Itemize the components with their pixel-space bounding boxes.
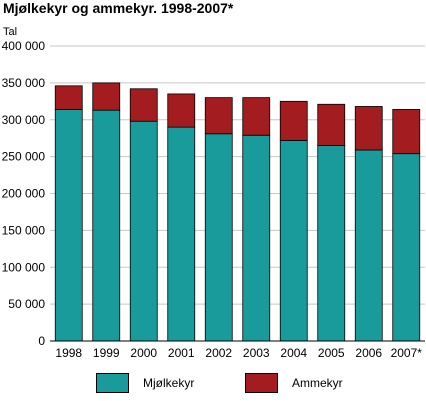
x-tick-label: 2003	[243, 346, 270, 360]
y-tick-label: 250 000	[2, 150, 46, 164]
bar-ammekyr	[92, 82, 121, 111]
bar-ammekyr	[129, 88, 158, 122]
x-tick-label: 2006	[355, 346, 382, 360]
chart-title: Mjølkekyr og ammekyr. 1998-2007*	[3, 0, 234, 16]
bar-mjolkekyr	[279, 139, 308, 342]
bar-ammekyr	[54, 85, 83, 110]
legend-swatch-mjolkekyr	[96, 373, 129, 393]
x-tick-label: 2002	[205, 346, 232, 360]
bar-mjolkekyr	[204, 133, 233, 342]
legend-label-mjolkekyr: Mjølkekyr	[143, 376, 195, 390]
y-tick-label: 50 000	[8, 297, 45, 311]
bar-mjolkekyr	[129, 120, 158, 342]
x-tick-label: 2004	[280, 346, 307, 360]
bar-ammekyr	[242, 97, 271, 136]
x-tick-label: 2000	[130, 346, 157, 360]
x-tick-label: 1998	[55, 346, 82, 360]
legend-swatch-ammekyr	[245, 373, 278, 393]
y-tick-label: 150 000	[2, 223, 46, 237]
y-tick-label: 200 000	[2, 187, 46, 201]
bar-mjolkekyr	[242, 134, 271, 342]
bar-ammekyr	[392, 109, 421, 155]
bar-mjolkekyr	[92, 109, 121, 342]
y-tick-label: 100 000	[2, 260, 46, 274]
bar-ammekyr	[204, 97, 233, 135]
bar-mjolkekyr	[392, 153, 421, 342]
y-tick-label: 350 000	[2, 76, 46, 90]
x-tick-label: 2007*	[391, 346, 423, 360]
bar-ammekyr	[354, 106, 383, 151]
y-tick-label: 0	[38, 334, 45, 348]
y-tick-label: 400 000	[2, 39, 46, 53]
x-tick-label: 1999	[93, 346, 120, 360]
bar-ammekyr	[167, 93, 196, 128]
bar-ammekyr	[317, 103, 346, 146]
y-tick-label: 300 000	[2, 113, 46, 127]
x-tick-label: 2005	[318, 346, 345, 360]
legend-label-ammekyr: Ammekyr	[292, 376, 343, 390]
legend-item-ammekyr: Ammekyr	[245, 372, 343, 394]
y-axis-label: Tal	[3, 26, 17, 38]
x-tick-label: 2001	[168, 346, 195, 360]
bar-mjolkekyr	[317, 145, 346, 342]
bar-ammekyr	[279, 100, 308, 141]
legend-item-mjolkekyr: Mjølkekyr	[96, 372, 194, 394]
bar-mjolkekyr	[54, 109, 83, 342]
bar-mjolkekyr	[354, 149, 383, 342]
bar-mjolkekyr	[167, 126, 196, 342]
